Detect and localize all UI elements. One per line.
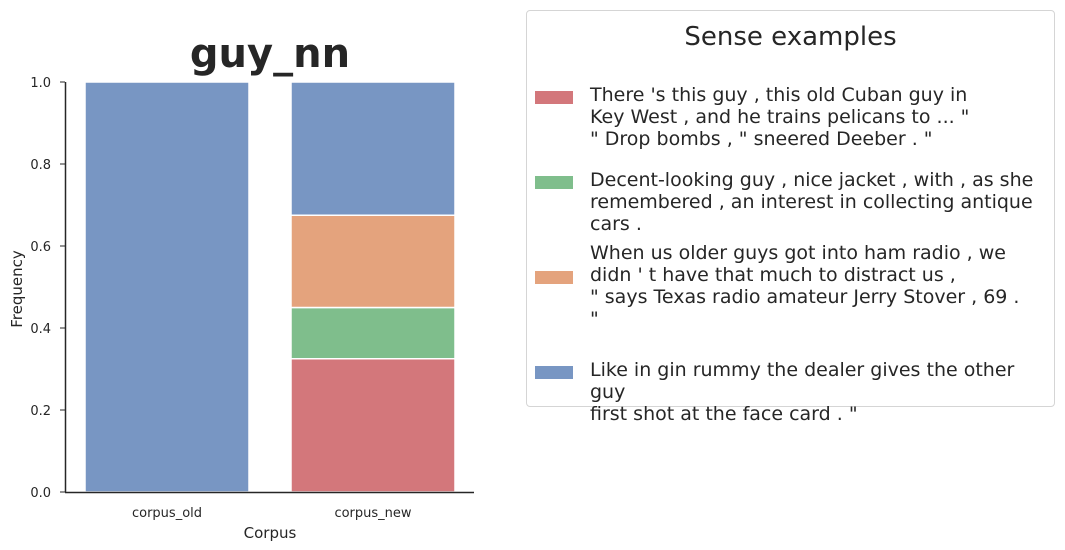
bar-segment (290, 306, 456, 360)
bar-segment (290, 81, 456, 216)
legend-entry-text: Decent-looking guy , nice jacket , with … (590, 169, 1034, 235)
bar-segment (290, 358, 456, 493)
x-tick-label: corpus_new (334, 506, 411, 521)
legend-swatch (535, 91, 573, 104)
bar-segment (290, 214, 456, 309)
chart-title: guy_nn (190, 31, 350, 77)
y-tick-label: 0.4 (30, 322, 51, 337)
legend-entry-text: There 's this guy , this old Cuban guy i… (590, 84, 970, 150)
x-ticks: corpus_old corpus_new (132, 506, 412, 521)
bar-segment (84, 81, 250, 493)
legend-entry-text: Like in gin rummy the dealer gives the o… (590, 359, 1015, 425)
y-tick-label: 0.6 (30, 240, 51, 255)
y-ticks: 0.0 0.2 0.4 0.6 0.8 1.0 (30, 76, 65, 501)
y-tick-label: 0.0 (30, 486, 51, 501)
y-tick-label: 1.0 (30, 76, 51, 91)
y-tick-label: 0.8 (30, 158, 51, 173)
chart: guy_nn 0.00.20.40.60.81.0 corpus_old corp… (8, 31, 474, 542)
legend-title: Sense examples (684, 22, 897, 52)
bars-group (84, 81, 456, 493)
legend: Sense examples There 's this guy , this … (526, 10, 1055, 425)
x-tick-label: corpus_old (132, 506, 202, 521)
x-axis-label: Corpus (244, 524, 297, 542)
y-tick-label: 0.2 (30, 404, 51, 419)
y-axis-label: Frequency (8, 250, 26, 328)
legend-swatch (535, 176, 573, 189)
legend-entry-text: When us older guys got into ham radio , … (590, 242, 1020, 330)
legend-swatch (535, 271, 573, 284)
legend-swatch (535, 366, 573, 379)
